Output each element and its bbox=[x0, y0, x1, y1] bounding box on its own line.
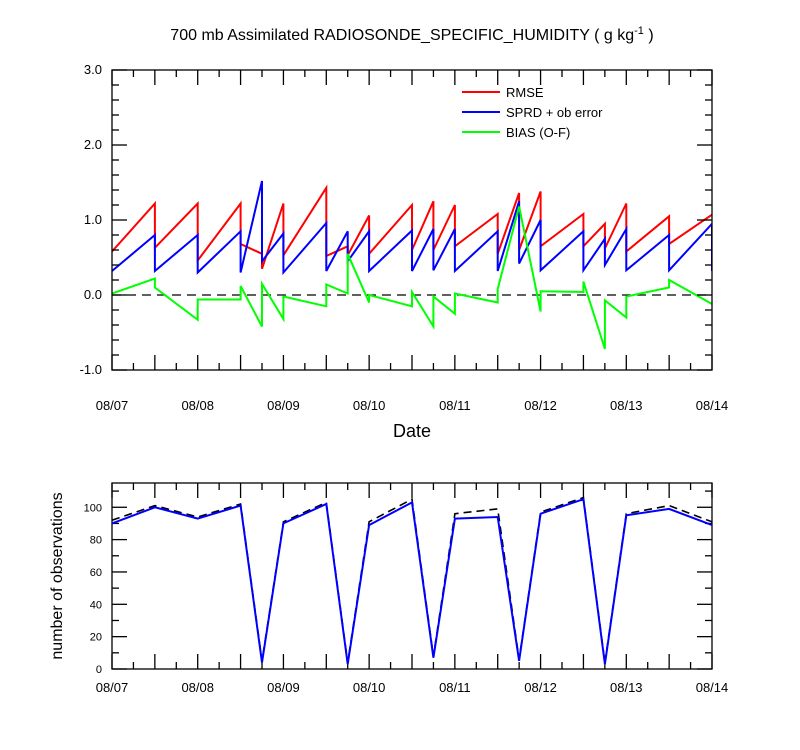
x-axis-title: Date bbox=[393, 421, 431, 441]
top-x-tick-labels: 08/07 08/08 08/09 08/10 08/11 08/12 08/13 08/14 bbox=[96, 398, 729, 413]
bottom-y-tick-label: 100 bbox=[84, 502, 102, 514]
top-y-tick-labels: -1.0 0.0 1.0 2.0 3.0 bbox=[80, 62, 102, 377]
top-y-tick-label: 0.0 bbox=[84, 287, 102, 302]
chart-title-main: 700 mb Assimilated RADIOSONDE_SPECIFIC_H… bbox=[170, 27, 634, 44]
bottom-chart-frame bbox=[111, 482, 713, 670]
bottom-y-tick-label: 40 bbox=[90, 599, 102, 611]
observation-count-chart: 08/07 08/08 08/09 08/10 08/11 08/12 08/13 08/14… bbox=[49, 482, 729, 695]
top-x-tick-label: 08/12 bbox=[524, 398, 557, 413]
y-axis-title: number of observations bbox=[49, 492, 66, 659]
bottom-plot-area bbox=[112, 496, 712, 665]
chart-legend: RMSE SPRD + ob error BIAS (O-F) bbox=[462, 85, 603, 140]
bottom-chart-ticks bbox=[111, 483, 713, 670]
legend-label-sprd-ob-error: SPRD + ob error bbox=[506, 105, 603, 120]
top-y-tick-label: -1.0 bbox=[80, 362, 102, 377]
bottom-y-tick-label: 60 bbox=[90, 567, 102, 579]
top-y-tick-label: 1.0 bbox=[84, 212, 102, 227]
legend-label-rmse: RMSE bbox=[506, 85, 544, 100]
bottom-x-tick-label: 08/12 bbox=[524, 680, 557, 695]
bottom-x-tick-label: 08/11 bbox=[439, 680, 471, 695]
bottom-x-tick-labels: 08/07 08/08 08/09 08/10 08/11 08/12 08/13 08/14 bbox=[96, 680, 729, 695]
bottom-y-tick-label: 20 bbox=[90, 632, 102, 644]
bottom-x-tick-label: 08/07 bbox=[96, 680, 129, 695]
top-x-tick-label: 08/11 bbox=[439, 398, 471, 413]
bottom-x-tick-label: 08/14 bbox=[696, 680, 729, 695]
bottom-x-tick-label: 08/13 bbox=[610, 680, 643, 695]
top-plot-area bbox=[112, 180, 712, 350]
series-line-possible-observations bbox=[112, 496, 712, 663]
top-x-tick-label: 08/13 bbox=[610, 398, 643, 413]
top-x-tick-label: 08/09 bbox=[267, 398, 300, 413]
bottom-y-tick-label: 80 bbox=[90, 535, 102, 547]
top-chart-frame bbox=[111, 69, 713, 371]
series-line-rmse bbox=[112, 184, 712, 270]
top-x-tick-label: 08/10 bbox=[353, 398, 386, 413]
top-y-tick-label: 3.0 bbox=[84, 62, 102, 77]
legend-label-bias-o-f: BIAS (O-F) bbox=[506, 125, 570, 140]
top-y-tick-label: 2.0 bbox=[84, 137, 102, 152]
bottom-y-tick-labels: 0 20 40 60 80 100 bbox=[84, 502, 102, 676]
top-x-tick-label: 08/14 bbox=[696, 398, 729, 413]
chart-title-close: ) bbox=[644, 27, 654, 44]
series-line-assimilated-observations bbox=[112, 497, 712, 665]
top-x-tick-label: 08/08 bbox=[181, 398, 214, 413]
bottom-x-tick-label: 08/09 bbox=[267, 680, 300, 695]
top-x-tick-label: 08/07 bbox=[96, 398, 129, 413]
series-line-bias-o-f bbox=[112, 206, 712, 350]
series-line-sprd-ob-error bbox=[112, 180, 712, 276]
chart-title-exponent: -1 bbox=[634, 25, 644, 37]
bottom-x-tick-label: 08/10 bbox=[353, 680, 386, 695]
rmse-spread-bias-chart: 700 mb Assimilated RADIOSONDE_SPECIFIC_H… bbox=[80, 25, 729, 441]
chart-title: 700 mb Assimilated RADIOSONDE_SPECIFIC_H… bbox=[170, 25, 653, 44]
bottom-y-tick-label: 0 bbox=[96, 664, 102, 676]
bottom-x-tick-label: 08/08 bbox=[181, 680, 214, 695]
